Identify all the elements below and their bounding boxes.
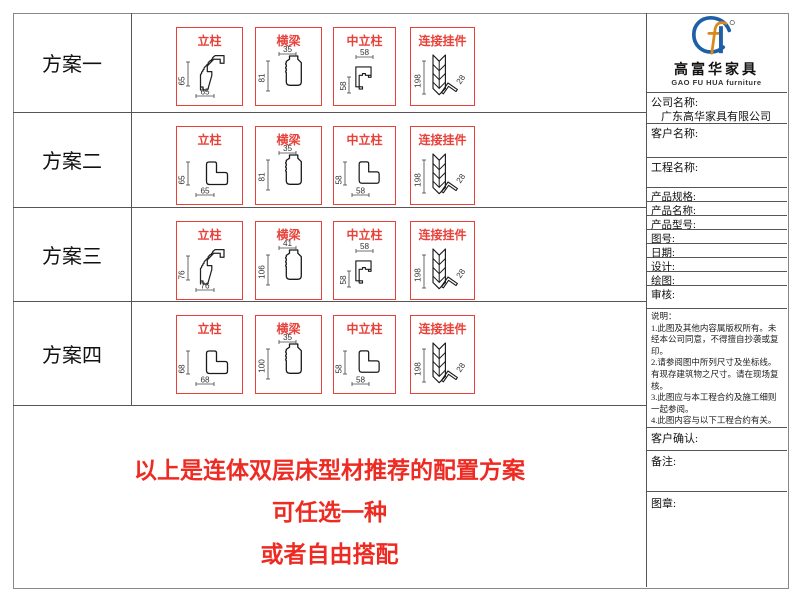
svg-text:28: 28 — [455, 172, 468, 185]
svg-text:68: 68 — [200, 376, 210, 385]
svg-text:100: 100 — [258, 359, 267, 373]
svg-text:58: 58 — [339, 275, 348, 285]
svg-text:81: 81 — [258, 172, 267, 182]
svg-text:198: 198 — [414, 173, 423, 187]
svg-text:106: 106 — [258, 265, 267, 279]
svg-text:65: 65 — [200, 88, 210, 97]
svg-text:58: 58 — [356, 187, 366, 196]
svg-text:65: 65 — [178, 175, 187, 185]
svg-text:65: 65 — [178, 76, 187, 86]
svg-text:58: 58 — [356, 376, 366, 385]
svg-text:58: 58 — [360, 242, 370, 251]
svg-text:58: 58 — [360, 48, 370, 57]
svg-text:198: 198 — [414, 74, 423, 88]
svg-text:28: 28 — [455, 267, 468, 280]
svg-text:76: 76 — [200, 282, 210, 291]
svg-text:81: 81 — [258, 73, 267, 83]
svg-text:28: 28 — [455, 361, 468, 374]
svg-text:76: 76 — [178, 270, 187, 280]
svg-text:35: 35 — [283, 45, 293, 54]
svg-text:65: 65 — [200, 187, 210, 196]
svg-text:28: 28 — [455, 73, 468, 86]
svg-text:35: 35 — [283, 333, 293, 342]
svg-text:58: 58 — [335, 364, 344, 374]
svg-text:198: 198 — [414, 362, 423, 376]
svg-text:58: 58 — [339, 81, 348, 91]
svg-text:68: 68 — [178, 364, 187, 374]
svg-text:58: 58 — [335, 175, 344, 185]
svg-text:35: 35 — [283, 144, 293, 153]
svg-text:198: 198 — [414, 268, 423, 282]
svg-text:41: 41 — [283, 239, 293, 248]
